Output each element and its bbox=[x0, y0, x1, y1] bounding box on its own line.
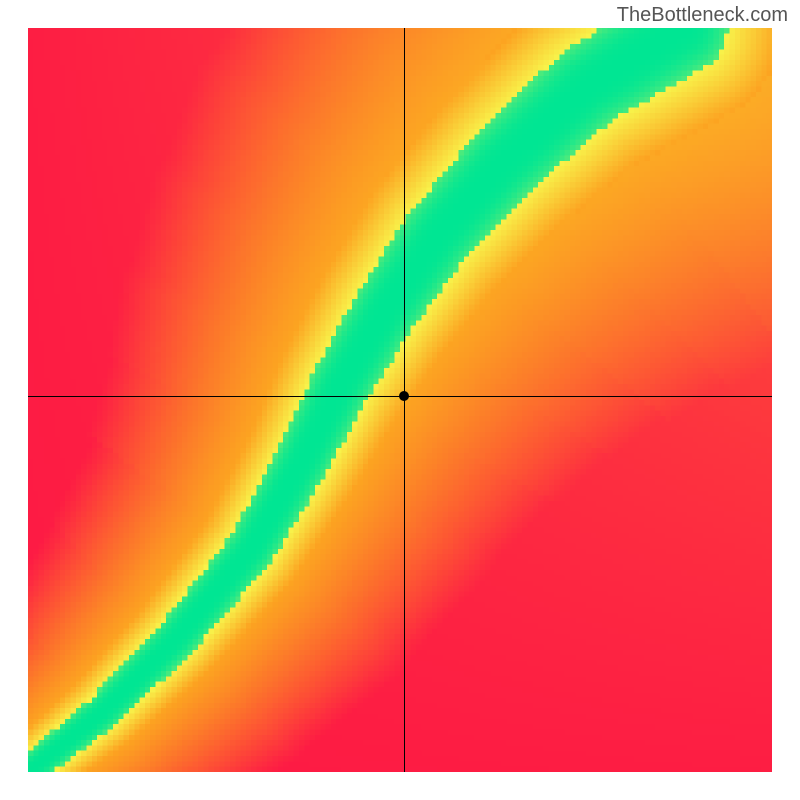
watermark-text: TheBottleneck.com bbox=[617, 4, 788, 27]
crosshair-marker-dot bbox=[399, 391, 409, 401]
chart-frame bbox=[28, 28, 772, 772]
